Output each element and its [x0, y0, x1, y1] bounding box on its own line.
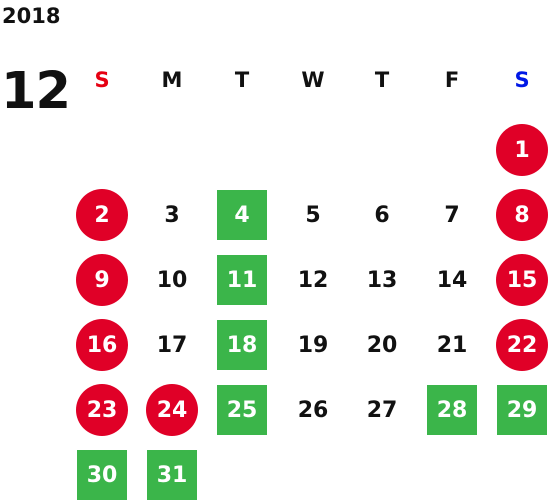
calendar-day-2[interactable]: 2	[76, 189, 128, 241]
calendar-day-3[interactable]: 3	[164, 202, 180, 228]
calendar-day-24[interactable]: 24	[146, 384, 198, 436]
calendar-day-7[interactable]: 7	[444, 202, 460, 228]
year-label: 2018	[2, 4, 61, 28]
calendar-day-12[interactable]: 12	[297, 267, 329, 293]
calendar-day-31[interactable]: 31	[147, 450, 197, 500]
calendar-day-9[interactable]: 9	[76, 254, 128, 306]
calendar-day-15[interactable]: 15	[496, 254, 548, 306]
calendar-day-13[interactable]: 13	[366, 267, 398, 293]
weekday-sunday: S	[94, 68, 110, 92]
calendar-day-22[interactable]: 22	[496, 319, 548, 371]
weekday-friday: F	[444, 68, 460, 92]
calendar-day-23[interactable]: 23	[76, 384, 128, 436]
weekday-thursday: T	[374, 68, 390, 92]
calendar-day-6[interactable]: 6	[374, 202, 390, 228]
calendar-day-4[interactable]: 4	[217, 190, 267, 240]
calendar-day-17[interactable]: 17	[156, 332, 188, 358]
calendar-day-16[interactable]: 16	[76, 319, 128, 371]
calendar-day-20[interactable]: 20	[366, 332, 398, 358]
weekday-header-row: S M T W T F S	[0, 60, 548, 100]
calendar-day-18[interactable]: 18	[217, 320, 267, 370]
calendar-day-5[interactable]: 5	[305, 202, 321, 228]
calendar-day-28[interactable]: 28	[427, 385, 477, 435]
weekday-saturday: S	[514, 68, 530, 92]
calendar-day-25[interactable]: 25	[217, 385, 267, 435]
weekday-tuesday: T	[234, 68, 250, 92]
calendar-day-26[interactable]: 26	[297, 397, 329, 423]
calendar-day-19[interactable]: 19	[297, 332, 329, 358]
calendar-day-1[interactable]: 1	[496, 124, 548, 176]
calendar-day-29[interactable]: 29	[497, 385, 547, 435]
calendar-day-14[interactable]: 14	[436, 267, 468, 293]
calendar-day-10[interactable]: 10	[156, 267, 188, 293]
calendar-day-21[interactable]: 21	[436, 332, 468, 358]
calendar-day-30[interactable]: 30	[77, 450, 127, 500]
weekday-monday: M	[161, 68, 183, 92]
weekday-wednesday: W	[301, 68, 325, 92]
month-label: 12	[1, 62, 71, 121]
calendar-day-8[interactable]: 8	[496, 189, 548, 241]
calendar-day-27[interactable]: 27	[366, 397, 398, 423]
calendar-day-11[interactable]: 11	[217, 255, 267, 305]
